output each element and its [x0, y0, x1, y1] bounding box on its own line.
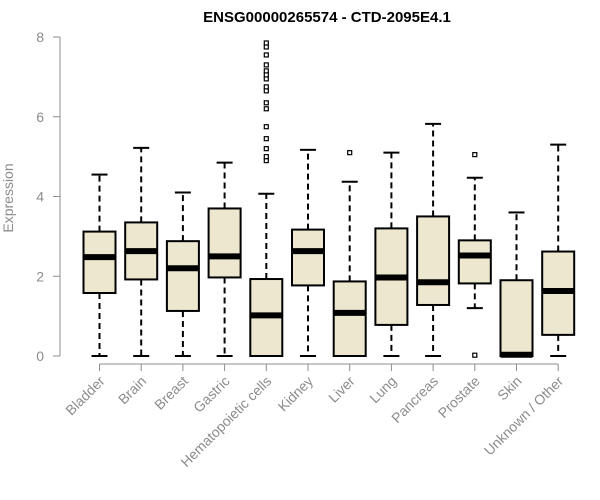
x-tick-label: Bladder — [62, 373, 108, 419]
x-tick-label: Lung — [366, 373, 399, 406]
chart-title: ENSG00000265574 - CTD-2095E4.1 — [203, 9, 451, 26]
x-tick-label: Unknown / Other — [481, 373, 567, 459]
box-iqr — [332, 280, 367, 357]
box-iqr — [82, 230, 117, 294]
box-iqr — [457, 239, 492, 285]
box-iqr — [499, 279, 534, 357]
box-hematopoietic-cells — [249, 40, 284, 358]
outlier-point — [472, 352, 478, 358]
outlier-point — [263, 40, 269, 46]
x-tick-label: Breast — [151, 373, 191, 413]
box-pancreas — [416, 122, 451, 357]
box-liver — [332, 150, 367, 357]
y-axis-label: Expression — [0, 163, 16, 232]
axes: 0 2 4 6 8 — [36, 29, 559, 371]
box-kidney — [291, 148, 325, 357]
box-iqr — [291, 228, 325, 287]
box-iqr — [207, 207, 242, 279]
box-lung — [374, 151, 409, 357]
outlier-point — [263, 146, 269, 152]
boxes — [82, 40, 576, 358]
x-tick-label: Kidney — [275, 373, 317, 415]
box-prostate — [457, 152, 492, 358]
outlier-point — [263, 84, 269, 90]
x-tick-label: Prostate — [435, 373, 483, 421]
outlier-point — [347, 150, 353, 156]
outlier-point — [263, 52, 269, 58]
box-iqr — [165, 240, 200, 312]
y-tick-label: 4 — [36, 189, 44, 205]
box-skin — [499, 211, 534, 358]
outlier-point — [263, 106, 269, 112]
outlier-point — [263, 68, 269, 74]
outlier-point — [263, 62, 269, 68]
y-tick-label: 6 — [36, 109, 44, 125]
box-brain — [124, 146, 159, 357]
box-gastric — [207, 161, 242, 357]
x-tick-label: Liver — [325, 373, 358, 406]
x-tick-label: Skin — [494, 373, 525, 404]
box-breast — [165, 191, 200, 357]
outlier-point — [263, 154, 269, 160]
y-tick-label: 8 — [36, 29, 44, 45]
outlier-point — [263, 124, 269, 130]
x-tick-label: Brain — [115, 373, 149, 407]
outlier-point — [472, 152, 478, 158]
y-tick-label: 2 — [36, 268, 44, 284]
y-tick-label: 0 — [36, 348, 44, 364]
box-unknown-other — [541, 143, 576, 357]
box-bladder — [82, 173, 117, 357]
outlier-point — [263, 136, 269, 142]
outlier-point — [263, 100, 269, 106]
box-iqr — [416, 215, 451, 306]
